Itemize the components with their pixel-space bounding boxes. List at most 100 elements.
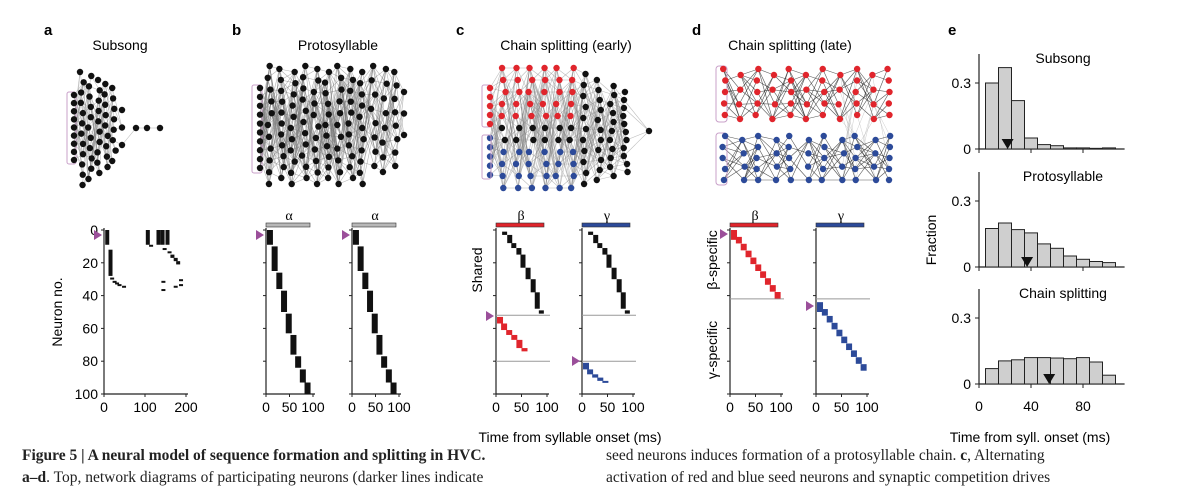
synapse-edge <box>842 135 855 181</box>
spike-block <box>156 230 161 245</box>
neuron-node <box>567 124 575 132</box>
neuron-node <box>118 124 126 131</box>
synapse-edge <box>806 91 825 105</box>
neuron-node <box>737 86 744 93</box>
neuron-node <box>486 134 494 142</box>
synapse-edge <box>739 80 758 120</box>
synapse-edge <box>370 108 384 158</box>
neuron-node <box>292 80 299 87</box>
raster-a-ylabel: Neuron no. <box>49 277 65 346</box>
synapse-edge <box>573 139 584 165</box>
synapse-edge <box>609 115 624 141</box>
synapse-edge <box>382 139 398 173</box>
synapse-edge <box>788 135 809 167</box>
synapse-edge <box>598 149 614 177</box>
y-tick-label: 100 <box>75 386 99 402</box>
raster-early-beta: 0 50 100 <box>486 228 559 415</box>
neuron-node <box>609 145 616 153</box>
neuron-node <box>886 111 893 119</box>
synapse-edge <box>558 91 573 141</box>
synapse-edge <box>349 139 364 168</box>
histogram-bar <box>1089 147 1103 150</box>
synapse-edge <box>740 74 756 116</box>
seed-bracket <box>715 132 728 186</box>
synapse-edge <box>280 79 294 95</box>
neuron-node <box>721 132 729 140</box>
synapse-edge <box>822 68 839 105</box>
spike-block <box>534 292 540 309</box>
spike-block <box>149 244 154 247</box>
spike-block <box>602 248 608 255</box>
synapse-edge <box>501 67 517 105</box>
neuron-node <box>79 181 86 189</box>
synapse-edge <box>352 139 364 179</box>
y-tick-label: 0.3 <box>952 310 972 326</box>
synapse-edge <box>873 91 890 120</box>
neuron-node <box>597 126 604 134</box>
synapse-edge <box>854 153 876 170</box>
histogram-bar <box>1102 262 1116 268</box>
neuron-node <box>86 93 93 100</box>
neuron-node <box>513 136 520 144</box>
neuron-node <box>741 163 748 170</box>
neuron-node <box>256 138 264 145</box>
neuron-node <box>323 143 331 150</box>
neuron-node <box>719 143 726 151</box>
neuron-node <box>770 71 778 79</box>
neuron-node <box>291 158 298 165</box>
neuron-node <box>513 100 520 108</box>
neuron-node <box>884 65 891 73</box>
synapse-edge <box>528 151 545 165</box>
synapse-edge <box>98 100 106 126</box>
synapse-edge <box>382 152 396 173</box>
neuron-node <box>70 140 78 147</box>
synapse-edge <box>570 84 585 129</box>
neuron-node <box>526 64 533 72</box>
neuron-node <box>556 124 563 132</box>
spike-block <box>179 284 184 287</box>
label-gamma-c: γ <box>603 209 610 224</box>
neuron-node <box>541 136 549 144</box>
neuron-node <box>525 148 533 156</box>
neuron-node <box>555 160 562 168</box>
synapse-edge <box>583 79 598 97</box>
neuron-node <box>853 100 860 107</box>
synapse-edge <box>856 68 874 105</box>
spike-block <box>740 243 747 251</box>
neuron-node <box>356 169 364 176</box>
neuron-node <box>335 180 342 188</box>
neuron-node <box>301 130 309 137</box>
neuron-node <box>556 76 563 84</box>
neuron-node <box>582 169 590 177</box>
neuron-node <box>499 172 506 180</box>
neuron-node <box>582 70 589 78</box>
neuron-node <box>607 154 614 162</box>
synapse-edge <box>359 80 372 173</box>
synapse-edge <box>722 157 745 167</box>
neuron-node <box>853 111 861 119</box>
synapse-edge <box>757 139 777 181</box>
spike-block <box>502 231 508 235</box>
synapse-edge <box>316 93 326 185</box>
histogram-chain-splitting: 0 0.3 Chain splitting 0 40 80 <box>952 285 1125 414</box>
neuron-node <box>268 98 275 105</box>
synapse-edge <box>361 65 374 95</box>
synapse-edge <box>337 68 351 161</box>
synapse-edge <box>313 91 327 136</box>
synapse-edge <box>788 146 809 154</box>
synapse-edge <box>722 146 744 154</box>
synapse-edge <box>824 89 840 104</box>
neuron-node <box>347 87 354 95</box>
spike-block <box>860 364 867 371</box>
neuron-node <box>528 112 535 120</box>
synapse-edge <box>584 150 598 181</box>
neuron-node <box>596 166 603 174</box>
neuron-node <box>498 124 506 132</box>
neuron-node <box>610 91 618 99</box>
neuron-node <box>313 180 321 188</box>
neuron-node <box>595 86 602 94</box>
neuron-node <box>336 110 344 117</box>
neuron-node <box>580 81 587 89</box>
synapse-edge <box>291 155 303 185</box>
neuron-node <box>111 105 118 113</box>
